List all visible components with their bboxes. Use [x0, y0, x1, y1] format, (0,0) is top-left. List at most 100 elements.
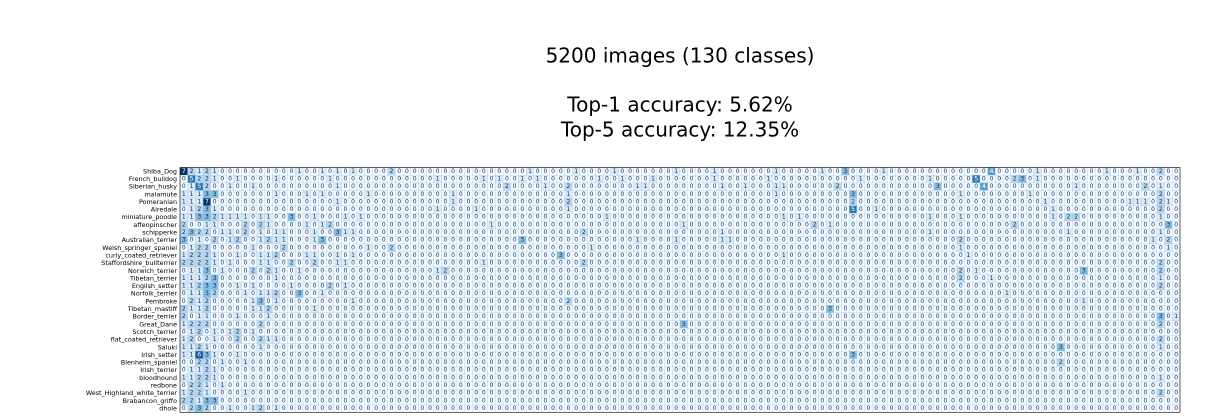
- cell-value: 0: [536, 252, 540, 259]
- cell-value: 0: [367, 221, 371, 228]
- cell-value: 0: [282, 175, 286, 182]
- cell-value: 3: [213, 283, 217, 290]
- cell-value: 0: [890, 221, 894, 228]
- cell-value: 0: [474, 191, 478, 198]
- cell-value: 2: [959, 275, 963, 282]
- cell-value: 0: [459, 260, 463, 267]
- cell-value: 0: [913, 267, 917, 274]
- cell-value: 0: [259, 183, 263, 190]
- cell-value: 0: [367, 237, 371, 244]
- cell-value: 0: [420, 237, 424, 244]
- cell-value: 0: [874, 244, 878, 251]
- cell-value: 0: [474, 229, 478, 236]
- cell-value: 0: [728, 183, 732, 190]
- cell-value: 0: [1097, 214, 1101, 221]
- cell-value: 0: [528, 290, 532, 297]
- cell-value: 0: [728, 298, 732, 305]
- cell-value: 0: [620, 198, 624, 205]
- cell-value: 0: [797, 283, 801, 290]
- cell-value: 0: [697, 237, 701, 244]
- cell-value: 0: [1036, 252, 1040, 259]
- cell-value: 0: [1105, 237, 1109, 244]
- cell-value: 0: [874, 275, 878, 282]
- cell-value: 0: [467, 168, 471, 175]
- cell-value: 0: [997, 168, 1001, 175]
- cell-value: 1: [274, 191, 278, 198]
- cell-value: 0: [1067, 244, 1071, 251]
- cell-value: 0: [720, 175, 724, 182]
- cell-value: 2: [213, 290, 217, 297]
- cell-value: 2: [197, 229, 201, 236]
- cell-value: 0: [1013, 267, 1017, 274]
- cell-value: 0: [936, 283, 940, 290]
- cell-value: 0: [290, 183, 294, 190]
- cell-value: 0: [474, 298, 478, 305]
- cell-value: 0: [605, 260, 609, 267]
- cell-value: 0: [936, 191, 940, 198]
- cell-value: 0: [1020, 244, 1024, 251]
- cell-value: 0: [182, 298, 186, 305]
- cell-value: 2: [313, 260, 317, 267]
- cell-value: 0: [1113, 206, 1117, 213]
- cell-value: 0: [1059, 275, 1063, 282]
- cell-value: 0: [713, 244, 717, 251]
- cell-value: 0: [828, 168, 832, 175]
- cell-value: 0: [820, 306, 824, 313]
- cell-value: 1: [959, 214, 963, 221]
- cell-value: 0: [551, 306, 555, 313]
- cell-value: 0: [643, 283, 647, 290]
- cell-value: 0: [1128, 283, 1132, 290]
- cell-value: 2: [274, 252, 278, 259]
- cell-value: 1: [605, 214, 609, 221]
- cell-value: 1: [436, 267, 440, 274]
- cell-value: 0: [990, 283, 994, 290]
- cell-value: 0: [674, 275, 678, 282]
- cell-value: 3: [843, 168, 847, 175]
- cell-value: 0: [967, 298, 971, 305]
- cell-value: 0: [490, 198, 494, 205]
- cell-value: 0: [1097, 306, 1101, 313]
- cell-value: 0: [1136, 244, 1140, 251]
- cell-value: 0: [843, 306, 847, 313]
- cell-value: 0: [382, 267, 386, 274]
- cell-value: 0: [490, 298, 494, 305]
- cell-value: 0: [459, 191, 463, 198]
- cell-value: 0: [751, 191, 755, 198]
- cell-value: 0: [697, 267, 701, 274]
- cell-value: 0: [297, 237, 301, 244]
- cell-value: 0: [451, 229, 455, 236]
- cell-value: 0: [290, 221, 294, 228]
- cell-value: 0: [597, 214, 601, 221]
- cell-value: 0: [1143, 191, 1147, 198]
- cell-value: 0: [405, 283, 409, 290]
- cell-value: 0: [897, 244, 901, 251]
- cell-value: 0: [713, 198, 717, 205]
- cell-value: 0: [513, 237, 517, 244]
- cell-value: 3: [205, 206, 209, 213]
- cell-value: 0: [751, 168, 755, 175]
- cell-value: 0: [667, 175, 671, 182]
- cell-value: 0: [836, 198, 840, 205]
- cell-value: 0: [236, 244, 240, 251]
- cell-value: 0: [859, 290, 863, 297]
- cell-value: 0: [543, 283, 547, 290]
- cell-value: 0: [397, 175, 401, 182]
- cell-value: 0: [1136, 298, 1140, 305]
- cell-value: 0: [390, 298, 394, 305]
- cell-value: 0: [582, 191, 586, 198]
- cell-value: 0: [405, 260, 409, 267]
- cell-value: 0: [505, 168, 509, 175]
- cell-value: 0: [297, 306, 301, 313]
- cell-value: 0: [574, 175, 578, 182]
- cell-value: 0: [1120, 260, 1124, 267]
- cell-value: 0: [1136, 275, 1140, 282]
- cell-value: 0: [628, 237, 632, 244]
- cell-value: 0: [867, 275, 871, 282]
- cell-value: 0: [597, 260, 601, 267]
- cell-value: 1: [782, 252, 786, 259]
- cell-value: 0: [1043, 221, 1047, 228]
- cell-value: 0: [890, 214, 894, 221]
- cell-value: 0: [1067, 237, 1071, 244]
- cell-value: 0: [1159, 298, 1163, 305]
- cell-value: 0: [582, 306, 586, 313]
